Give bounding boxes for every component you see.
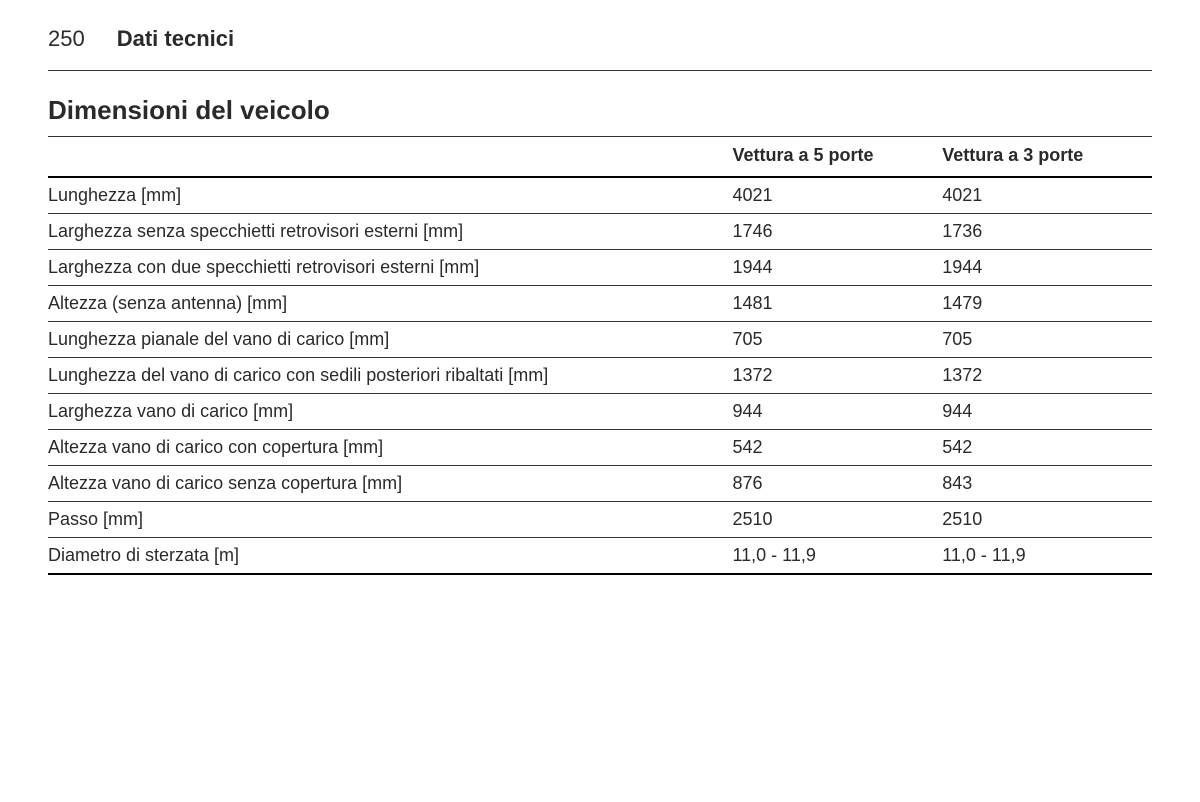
table-row: Lunghezza del vano di carico con sedili …	[48, 358, 1152, 394]
table-header-row: Vettura a 5 porte Vettura a 3 porte	[48, 137, 1152, 178]
table-row: Larghezza vano di carico [mm] 944 944	[48, 394, 1152, 430]
row-val-5door: 944	[732, 394, 942, 430]
row-val-5door: 1944	[732, 250, 942, 286]
row-label: Altezza vano di carico con copertura [mm…	[48, 430, 732, 466]
row-val-3door: 1479	[942, 286, 1152, 322]
row-label: Lunghezza pianale del vano di carico [mm…	[48, 322, 732, 358]
table-head: Vettura a 5 porte Vettura a 3 porte	[48, 137, 1152, 178]
row-val-5door: 876	[732, 466, 942, 502]
row-val-3door: 843	[942, 466, 1152, 502]
col-header-5door: Vettura a 5 porte	[732, 137, 942, 178]
row-label: Lunghezza del vano di carico con sedili …	[48, 358, 732, 394]
col-header-3door: Vettura a 3 porte	[942, 137, 1152, 178]
row-val-3door: 1944	[942, 250, 1152, 286]
row-val-3door: 705	[942, 322, 1152, 358]
page-container: 250 Dati tecnici Dimensioni del veicolo …	[0, 0, 1200, 575]
row-val-5door: 11,0 - 11,9	[732, 538, 942, 575]
row-val-3door: 4021	[942, 177, 1152, 214]
table-row: Altezza vano di carico con copertura [mm…	[48, 430, 1152, 466]
page-header: 250 Dati tecnici	[48, 26, 1152, 71]
row-val-5door: 1372	[732, 358, 942, 394]
page-number: 250	[48, 26, 85, 52]
row-val-5door: 1746	[732, 214, 942, 250]
row-val-3door: 1736	[942, 214, 1152, 250]
table-row: Diametro di sterzata [m] 11,0 - 11,9 11,…	[48, 538, 1152, 575]
row-label: Altezza vano di carico senza copertura […	[48, 466, 732, 502]
row-label: Altezza (senza antenna) [mm]	[48, 286, 732, 322]
table-row: Altezza (senza antenna) [mm] 1481 1479	[48, 286, 1152, 322]
table-body: Lunghezza [mm] 4021 4021 Larghezza senza…	[48, 177, 1152, 574]
chapter-title: Dati tecnici	[117, 26, 234, 52]
row-val-3door: 1372	[942, 358, 1152, 394]
col-header-label	[48, 137, 732, 178]
table-row: Larghezza con due specchietti retrovisor…	[48, 250, 1152, 286]
row-val-3door: 11,0 - 11,9	[942, 538, 1152, 575]
row-val-3door: 2510	[942, 502, 1152, 538]
table-row: Lunghezza [mm] 4021 4021	[48, 177, 1152, 214]
row-label: Diametro di sterzata [m]	[48, 538, 732, 575]
row-val-5door: 1481	[732, 286, 942, 322]
row-val-3door: 542	[942, 430, 1152, 466]
row-val-5door: 705	[732, 322, 942, 358]
row-val-3door: 944	[942, 394, 1152, 430]
vehicle-dimensions-table: Vettura a 5 porte Vettura a 3 porte Lung…	[48, 136, 1152, 575]
table-row: Lunghezza pianale del vano di carico [mm…	[48, 322, 1152, 358]
table-row: Passo [mm] 2510 2510	[48, 502, 1152, 538]
table-row: Altezza vano di carico senza copertura […	[48, 466, 1152, 502]
section-title: Dimensioni del veicolo	[48, 95, 1152, 126]
row-val-5door: 2510	[732, 502, 942, 538]
row-val-5door: 4021	[732, 177, 942, 214]
row-label: Larghezza con due specchietti retrovisor…	[48, 250, 732, 286]
row-label: Larghezza vano di carico [mm]	[48, 394, 732, 430]
table-row: Larghezza senza specchietti retrovisori …	[48, 214, 1152, 250]
row-label: Larghezza senza specchietti retrovisori …	[48, 214, 732, 250]
row-label: Lunghezza [mm]	[48, 177, 732, 214]
row-val-5door: 542	[732, 430, 942, 466]
row-label: Passo [mm]	[48, 502, 732, 538]
